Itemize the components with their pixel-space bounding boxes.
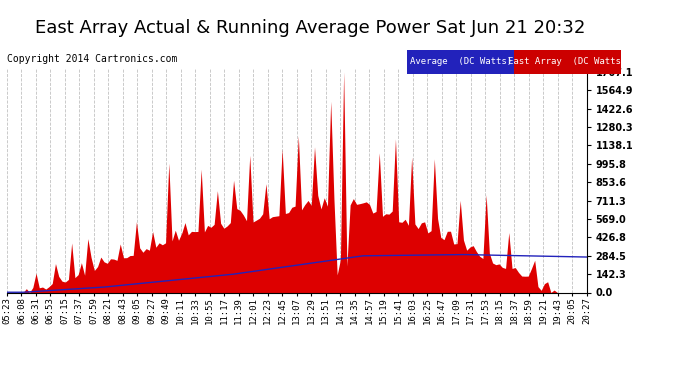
Text: Average  (DC Watts): Average (DC Watts)	[409, 57, 512, 66]
Text: East Array  (DC Watts): East Array (DC Watts)	[509, 57, 627, 66]
Text: East Array Actual & Running Average Power Sat Jun 21 20:32: East Array Actual & Running Average Powe…	[35, 19, 586, 37]
Text: Copyright 2014 Cartronics.com: Copyright 2014 Cartronics.com	[7, 54, 177, 64]
